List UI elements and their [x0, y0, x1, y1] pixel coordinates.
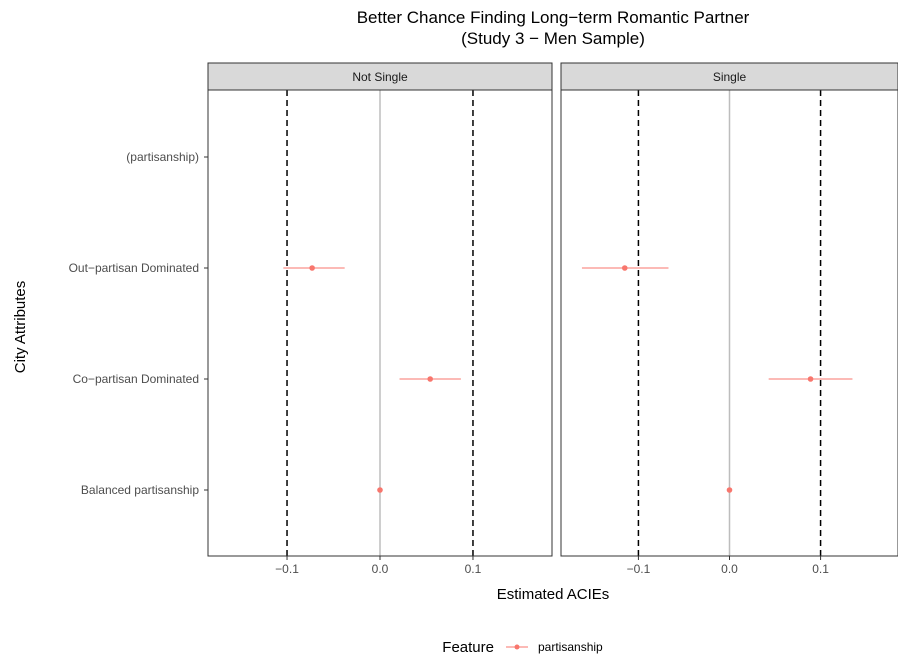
- y-tick-label: Balanced partisanship: [81, 483, 199, 497]
- y-tick-label: (partisanship): [126, 150, 199, 164]
- data-point: [427, 376, 434, 382]
- data-point: [309, 265, 315, 271]
- x-tick-label: 0.1: [465, 562, 482, 576]
- legend: Feature partisanship: [442, 639, 603, 656]
- x-tick-label: −0.1: [275, 562, 299, 576]
- x-tick-label: 0.1: [812, 562, 829, 576]
- x-tick-label: 0.0: [721, 562, 738, 576]
- panel-strip: [560, 62, 898, 91]
- data-point: [726, 487, 733, 493]
- y-axis-label: City Attributes: [12, 281, 29, 374]
- panel-strip-label: Not Single: [352, 70, 408, 84]
- legend-key-point: [514, 644, 520, 650]
- panel-strip-label: Single: [713, 70, 747, 84]
- panels: Not Single −0.1 0.0 0.1 Single −0.1 0.0 0.1: [207, 62, 898, 576]
- data-point: [621, 265, 628, 271]
- legend-title: Feature: [442, 639, 494, 656]
- chart-title-line1: Better Chance Finding Long−term Romantic…: [357, 8, 750, 27]
- legend-label: partisanship: [538, 640, 603, 654]
- x-axis-label: Estimated ACIEs: [497, 586, 610, 603]
- chart-title-line2: (Study 3 − Men Sample): [461, 29, 645, 48]
- x-tick-label: 0.0: [372, 562, 389, 576]
- y-axis-tick-labels: (partisanship) Out−partisan Dominated Co−p…: [69, 150, 208, 497]
- y-tick-label: Co−partisan Dominated: [73, 372, 199, 386]
- data-point: [807, 376, 814, 382]
- data-point: [377, 487, 383, 493]
- x-tick-label: −0.1: [627, 562, 651, 576]
- y-tick-label: Out−partisan Dominated: [69, 261, 199, 275]
- panel-1: Single −0.1 0.0 0.1: [560, 62, 898, 576]
- panel-0: Not Single −0.1 0.0 0.1: [207, 62, 553, 576]
- panel-strip: [207, 62, 553, 91]
